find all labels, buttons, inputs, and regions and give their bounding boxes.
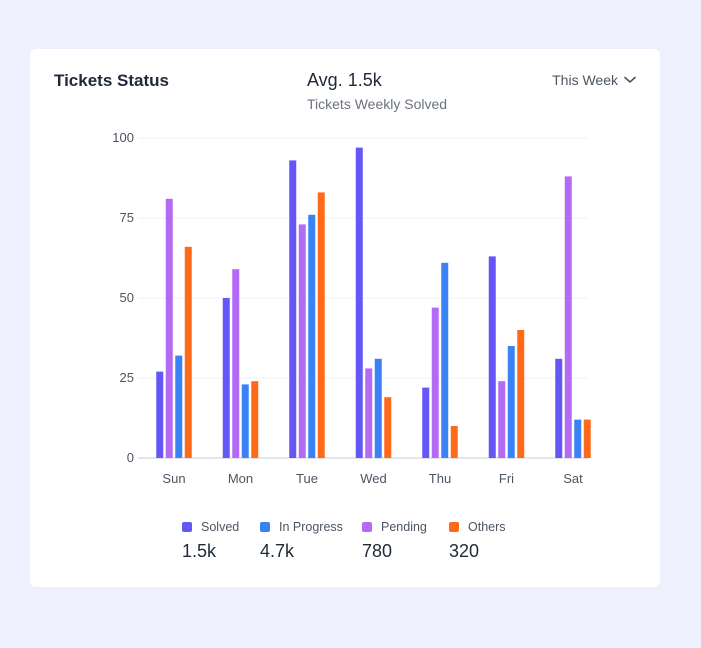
- legend-value: 780: [362, 541, 393, 561]
- chart-legend: Solved 1.5k In Progress 4.7k Pending 780 Other…: [182, 519, 529, 562]
- bar-pending-sat[interactable]: [564, 176, 572, 458]
- bar-pending-tue[interactable]: [298, 224, 306, 458]
- chevron-down-icon: [624, 76, 636, 83]
- y-tick-label: 100: [112, 130, 134, 145]
- legend-label: Solved: [201, 520, 240, 534]
- legend-swatch: [449, 522, 459, 532]
- x-tick-label: Thu: [429, 471, 451, 486]
- x-tick-label: Sat: [563, 471, 583, 486]
- bar-others-thu[interactable]: [450, 426, 458, 458]
- bar-pending-mon[interactable]: [232, 269, 240, 458]
- y-tick-label: 50: [120, 290, 134, 305]
- bar-in-progress-fri[interactable]: [507, 346, 515, 458]
- y-tick-label: 0: [127, 450, 134, 465]
- bar-solved-fri[interactable]: [488, 256, 496, 458]
- bar-others-sat[interactable]: [583, 419, 591, 458]
- bar-others-tue[interactable]: [317, 192, 325, 458]
- bar-in-progress-tue[interactable]: [308, 214, 316, 458]
- period-label: This Week: [552, 72, 618, 88]
- y-tick-label: 75: [120, 210, 134, 225]
- bar-in-progress-thu[interactable]: [441, 262, 449, 458]
- bar-solved-wed[interactable]: [355, 147, 363, 458]
- x-tick-label: Tue: [296, 471, 318, 486]
- legend-swatch: [362, 522, 372, 532]
- bar-others-wed[interactable]: [384, 397, 392, 458]
- card-title: Tickets Status: [54, 71, 169, 90]
- bar-others-mon[interactable]: [251, 381, 259, 458]
- legend-label: In Progress: [279, 520, 343, 534]
- bar-in-progress-sat[interactable]: [574, 419, 582, 458]
- legend-swatch: [260, 522, 270, 532]
- x-tick-label: Sun: [162, 471, 185, 486]
- x-tick-label: Fri: [499, 471, 514, 486]
- bar-in-progress-mon[interactable]: [241, 384, 249, 458]
- bar-others-sun[interactable]: [184, 246, 192, 458]
- bar-solved-tue[interactable]: [289, 160, 297, 458]
- bar-chart: 0 25 50 75 100 Sun Mon Tue Wed Thu Fri Sat: [112, 130, 591, 486]
- bar-in-progress-wed[interactable]: [374, 358, 382, 458]
- bar-solved-sat[interactable]: [555, 358, 563, 458]
- legend-value: 320: [449, 541, 480, 561]
- period-dropdown[interactable]: This Week: [552, 72, 636, 88]
- bar-pending-sun[interactable]: [165, 198, 173, 459]
- bar-solved-sun[interactable]: [156, 371, 164, 458]
- bar-solved-mon[interactable]: [222, 298, 230, 458]
- x-tick-label: Mon: [228, 471, 253, 486]
- average-subtitle: Tickets Weekly Solved: [307, 96, 448, 112]
- legend-item-others[interactable]: Others 320: [449, 519, 529, 562]
- legend-item-solved[interactable]: Solved 1.5k: [182, 519, 260, 562]
- y-tick-label: 25: [120, 370, 134, 385]
- legend-label: Pending: [381, 520, 427, 534]
- average-value: Avg. 1.5k: [307, 70, 382, 90]
- legend-value: 1.5k: [182, 541, 217, 561]
- legend-item-in-progress[interactable]: In Progress 4.7k: [260, 519, 362, 562]
- bar-solved-thu[interactable]: [422, 387, 430, 458]
- tickets-status-card: Tickets Status Avg. 1.5k Tickets Weekly …: [30, 49, 660, 587]
- bar-pending-wed[interactable]: [365, 368, 373, 458]
- bar-pending-fri[interactable]: [498, 381, 506, 458]
- bar-pending-thu[interactable]: [431, 307, 439, 458]
- legend-item-pending[interactable]: Pending 780: [362, 519, 449, 562]
- x-tick-label: Wed: [360, 471, 387, 486]
- bar-in-progress-sun[interactable]: [175, 355, 183, 458]
- legend-swatch: [182, 522, 192, 532]
- legend-label: Others: [468, 520, 506, 534]
- legend-value: 4.7k: [260, 541, 295, 561]
- bar-others-fri[interactable]: [517, 330, 525, 458]
